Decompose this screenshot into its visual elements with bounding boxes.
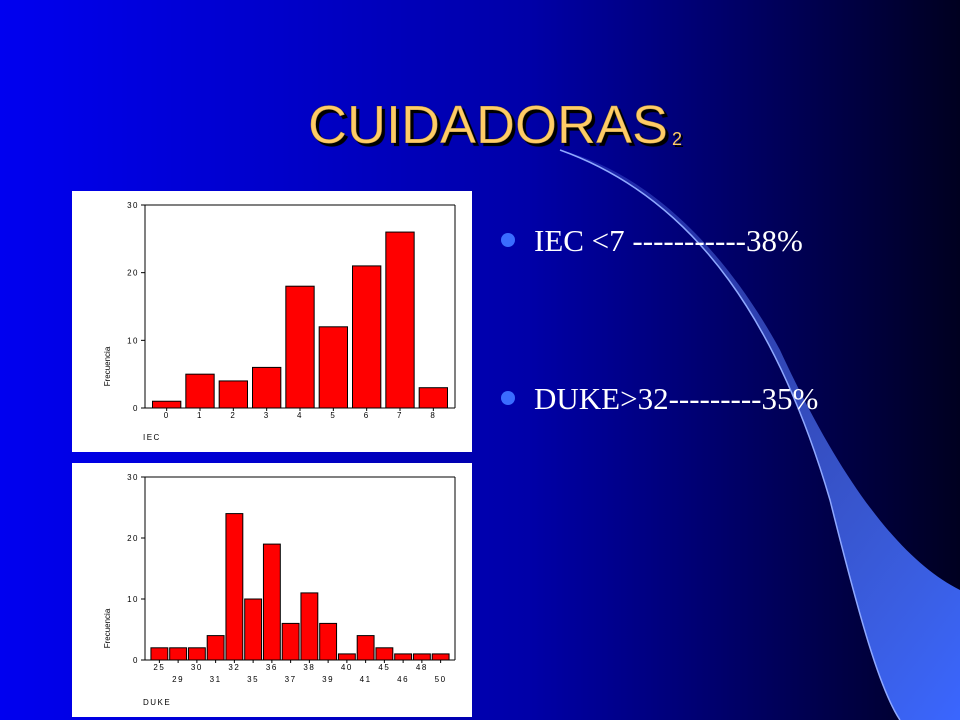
x-tick-label: 4 — [297, 411, 303, 420]
bar — [356, 635, 375, 661]
bar — [152, 400, 182, 409]
y-axis-label: Frecuencia — [103, 608, 112, 648]
bar — [431, 653, 450, 661]
y-tick-label: 0 — [133, 656, 139, 665]
x-tick-label: 3 — [264, 411, 270, 420]
bar — [418, 387, 448, 409]
bar — [337, 653, 356, 661]
bar — [244, 598, 263, 661]
bullet-dot — [501, 233, 515, 247]
bar — [394, 653, 413, 661]
x-tick-label: 39 — [322, 675, 334, 684]
x-tick-label: 46 — [397, 675, 409, 684]
x-tick-label: 7 — [397, 411, 403, 420]
x-tick-label: 41 — [360, 675, 372, 684]
y-tick-label: 20 — [127, 534, 139, 543]
bar — [262, 543, 281, 661]
x-tick-label: 0 — [164, 411, 170, 420]
y-tick-label: 10 — [127, 336, 139, 345]
x-tick-label: 29 — [172, 675, 184, 684]
x-tick-label: 40 — [341, 663, 353, 672]
bar — [206, 635, 225, 661]
bar — [150, 647, 169, 661]
x-tick-label: 25 — [153, 663, 165, 672]
x-tick-label: 8 — [430, 411, 436, 420]
y-tick-label: 0 — [133, 404, 139, 413]
x-tick-label: 2 — [230, 411, 236, 420]
x-tick-label: 35 — [247, 675, 259, 684]
x-tick-label: 6 — [364, 411, 370, 420]
x-axis-label: IEC — [143, 433, 161, 442]
bar — [375, 647, 394, 661]
y-tick-label: 30 — [127, 473, 139, 482]
bar — [319, 622, 338, 661]
bar — [412, 653, 431, 661]
x-tick-label: 32 — [228, 663, 240, 672]
bar — [385, 231, 415, 409]
y-tick-label: 20 — [127, 269, 139, 278]
bar — [285, 285, 315, 409]
decor-curve — [559, 149, 901, 720]
bar — [352, 265, 382, 409]
bar — [300, 592, 319, 661]
bar — [169, 647, 188, 661]
y-tick-label: 30 — [127, 201, 139, 210]
bar — [187, 647, 206, 661]
x-tick-label: 37 — [285, 675, 297, 684]
x-tick-label: 48 — [416, 663, 428, 672]
bar — [281, 622, 300, 661]
bar — [318, 326, 348, 409]
bullet-text: IEC <7 -----------38% — [534, 223, 803, 258]
bar — [252, 366, 282, 409]
y-axis-label: Frecuencia — [103, 346, 112, 386]
bullet-text: DUKE>32---------35% — [534, 381, 818, 416]
x-tick-label: 5 — [330, 411, 336, 420]
x-tick-label: 45 — [378, 663, 390, 672]
x-tick-label: 38 — [303, 663, 315, 672]
x-tick-label: 30 — [191, 663, 203, 672]
x-axis-label: DUKE — [143, 698, 171, 707]
title-subscript: 2 — [672, 129, 682, 149]
x-tick-label: 50 — [435, 675, 447, 684]
x-tick-label: 36 — [266, 663, 278, 672]
x-tick-label: 1 — [197, 411, 203, 420]
bar — [218, 380, 249, 409]
bar — [185, 373, 215, 409]
bar — [225, 513, 244, 661]
slide-title: CUIDADORAS — [308, 95, 668, 155]
decor-swoosh — [560, 150, 960, 720]
bullet-dot — [501, 391, 515, 405]
x-tick-label: 31 — [210, 675, 222, 684]
y-tick-label: 10 — [127, 595, 139, 604]
